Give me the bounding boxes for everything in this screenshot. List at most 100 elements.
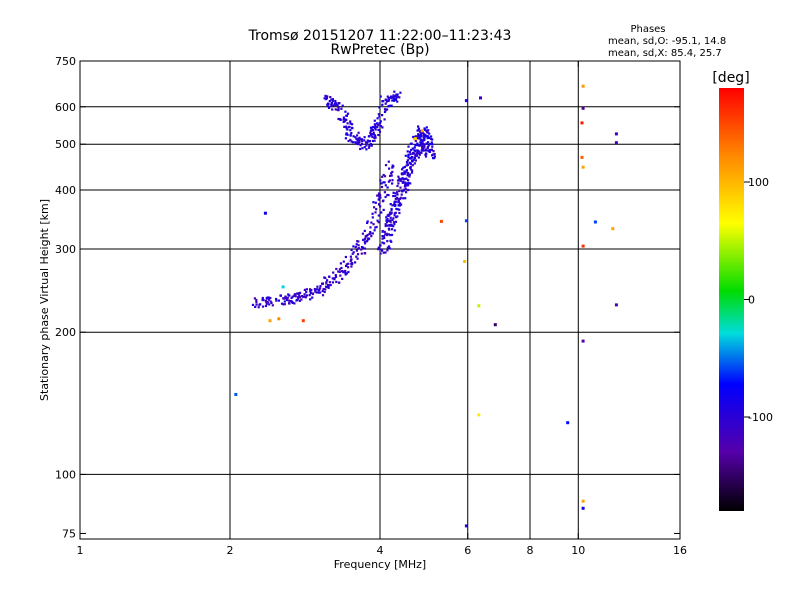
scatter-point bbox=[268, 319, 272, 323]
trace-point bbox=[390, 228, 394, 231]
trace-point bbox=[327, 105, 330, 108]
trace-point bbox=[352, 245, 355, 248]
trace-point bbox=[349, 259, 352, 262]
trace-point bbox=[419, 151, 422, 154]
trace-point bbox=[363, 229, 366, 232]
trace-point bbox=[381, 229, 384, 233]
trace-point bbox=[429, 137, 433, 141]
scatter-point bbox=[580, 121, 584, 125]
trace-point bbox=[414, 159, 417, 162]
trace-point bbox=[305, 294, 309, 297]
trace-point bbox=[384, 223, 387, 226]
trace-point bbox=[378, 130, 382, 133]
trace-point bbox=[377, 113, 380, 116]
trace-point bbox=[406, 150, 409, 153]
trace-point bbox=[271, 304, 274, 307]
trace-point bbox=[399, 186, 402, 189]
trace-point bbox=[389, 96, 392, 99]
trace-point bbox=[400, 193, 403, 196]
trace-point bbox=[266, 301, 269, 304]
scatter-point bbox=[439, 219, 443, 223]
trace-point bbox=[345, 127, 348, 130]
trace-point bbox=[332, 271, 335, 274]
trace-point bbox=[404, 187, 407, 190]
x-tick-label: 2 bbox=[227, 544, 234, 557]
trace-point bbox=[285, 298, 289, 302]
trace-point bbox=[377, 192, 381, 195]
trace-point bbox=[396, 196, 399, 199]
trace-point bbox=[355, 243, 358, 246]
trace-point bbox=[341, 277, 344, 280]
trace-point bbox=[368, 144, 371, 147]
trace-point bbox=[380, 211, 383, 214]
trace-point bbox=[390, 95, 393, 98]
trace-point bbox=[393, 229, 396, 232]
trace-point bbox=[354, 261, 357, 264]
trace-point bbox=[410, 148, 413, 152]
y-tick-label: 100 bbox=[55, 468, 76, 481]
scatter-point bbox=[581, 339, 585, 343]
trace-point bbox=[361, 147, 364, 150]
trace-point bbox=[357, 139, 360, 142]
trace-point bbox=[337, 107, 340, 110]
trace-point bbox=[383, 118, 386, 121]
trace-point bbox=[298, 294, 301, 297]
trace-point bbox=[344, 269, 347, 273]
trace-point bbox=[417, 156, 420, 159]
trace-point bbox=[309, 298, 312, 301]
trace-point bbox=[344, 255, 347, 259]
scatter-point bbox=[263, 211, 267, 215]
trace-point bbox=[391, 182, 394, 185]
trace-point bbox=[364, 242, 367, 245]
scatter-point bbox=[614, 132, 618, 136]
trace-point bbox=[359, 138, 362, 141]
trace-point bbox=[416, 129, 419, 132]
trace-point bbox=[331, 108, 334, 111]
trace-point bbox=[283, 303, 286, 306]
trace-point bbox=[382, 173, 385, 177]
trace-point bbox=[381, 126, 384, 129]
trace-point bbox=[347, 266, 350, 269]
trace-point bbox=[405, 184, 408, 187]
trace-point bbox=[428, 136, 431, 139]
trace-point bbox=[352, 251, 355, 254]
scatter-point bbox=[614, 141, 618, 145]
trace-point bbox=[421, 144, 424, 147]
trace-point bbox=[347, 270, 350, 274]
trace-point bbox=[418, 130, 422, 133]
trace-point bbox=[356, 143, 359, 146]
x-axis-label: Frequency [MHz] bbox=[334, 558, 426, 571]
trace-point bbox=[379, 248, 382, 251]
trace-point bbox=[381, 200, 384, 203]
trace-point bbox=[428, 132, 431, 135]
trace-point bbox=[401, 168, 404, 171]
trace-point bbox=[386, 224, 389, 227]
trace-point bbox=[379, 193, 382, 197]
trace-point bbox=[377, 198, 380, 201]
trace-point bbox=[335, 267, 338, 271]
trace-point bbox=[360, 248, 363, 251]
trace-point bbox=[383, 242, 386, 245]
trace-point bbox=[335, 102, 338, 105]
trace-point bbox=[371, 125, 375, 129]
trace-point bbox=[363, 247, 367, 250]
trace-point bbox=[379, 244, 382, 247]
trace-point bbox=[366, 141, 369, 144]
scatter-point bbox=[581, 84, 585, 88]
trace-point bbox=[416, 142, 419, 145]
trace-point bbox=[265, 301, 268, 304]
trace-point bbox=[380, 182, 383, 185]
trace-point bbox=[340, 266, 343, 270]
trace-point bbox=[387, 233, 390, 236]
trace-point bbox=[328, 275, 331, 278]
trace-point bbox=[303, 293, 306, 296]
trace-point bbox=[387, 105, 390, 108]
trace-point bbox=[396, 93, 399, 96]
trace-point bbox=[378, 203, 381, 206]
scatter-point bbox=[464, 524, 468, 528]
trace-point bbox=[299, 291, 302, 294]
trace-point bbox=[421, 139, 424, 142]
trace-point bbox=[342, 260, 345, 263]
trace-point bbox=[389, 174, 392, 177]
trace-point bbox=[418, 153, 421, 156]
